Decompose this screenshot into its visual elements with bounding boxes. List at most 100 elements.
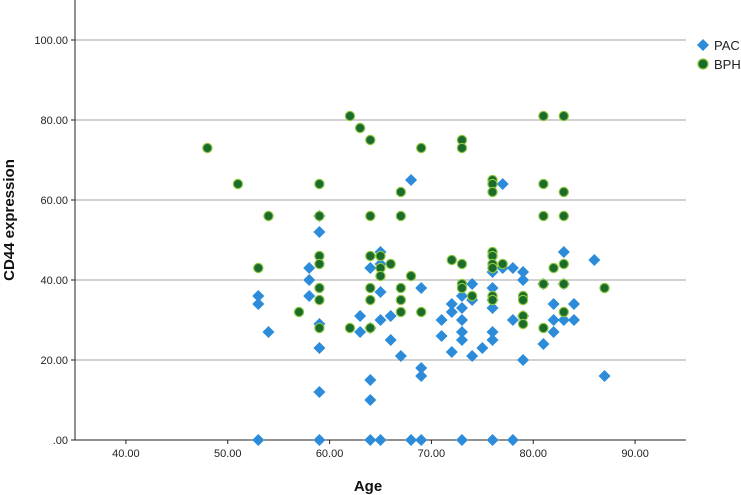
pac-point-58 [506,262,519,274]
bph-point-39 [466,290,478,302]
bph-point-57 [538,278,549,290]
bph-point-31 [416,142,427,154]
pac-point-73 [567,298,580,310]
bph-point-28 [395,294,407,306]
tick-labels: .00 20.00 40.00 60.00 80.00 100.00 40.00 50.00 6… [34,35,649,460]
bph-point-10 [314,294,325,306]
grid-lines [75,39,686,361]
pac-point-8 [313,226,326,238]
bph-point-64 [558,278,570,290]
legend-pac-marker [697,39,709,51]
bph-point-16 [365,210,376,222]
pac-point-15 [364,262,377,274]
legend: PAC BPH [697,38,741,72]
legend-bph-label: BPH [714,57,741,72]
pac-point-14 [354,326,367,338]
pac-point-55 [486,434,499,446]
bph-point-30 [405,270,417,282]
pac-point-52 [486,302,499,314]
bph-point-54 [538,110,549,122]
bph-point-8 [314,258,325,270]
y-tick-label-1: 20.00 [40,355,68,367]
bph-point-58 [538,322,549,334]
pac-point-1 [252,290,265,302]
bph-point-23 [375,270,386,282]
bph-point-25 [395,186,407,198]
pac-point-29 [405,434,418,446]
pac-point-60 [506,434,519,446]
y-tick-label-4: 80.00 [40,115,68,127]
pac-point-53 [486,326,499,338]
y-tick-label-5: 100.00 [34,35,68,47]
data-points [202,110,611,446]
pac-point-66 [537,338,550,350]
bph-point-5 [314,178,325,190]
bph-point-19 [365,294,376,306]
bph-point-3 [263,210,274,222]
pac-point-48 [476,342,489,354]
pac-point-11 [313,386,326,398]
bph-point-2 [253,262,264,274]
bph-point-51 [517,294,529,306]
pac-point-37 [445,306,458,318]
pac-point-40 [455,302,468,314]
pac-point-62 [517,274,530,286]
pac-point-23 [374,314,387,326]
bph-point-35 [456,142,468,154]
pac-point-43 [455,334,468,346]
pac-point-32 [415,370,428,382]
pac-point-45 [466,278,479,290]
pac-point-27 [394,350,407,362]
pac-point-68 [547,314,560,326]
pac-point-18 [364,394,377,406]
bph-point-6 [314,210,325,222]
bph-point-62 [558,210,570,222]
bph-point-27 [395,282,407,294]
pac-point-3 [262,326,275,338]
pac-point-31 [415,362,428,374]
pac-point-70 [557,246,570,258]
bph-point-11 [314,322,325,334]
pac-point-17 [364,374,377,386]
pac-point-69 [547,326,560,338]
pac-point-44 [455,434,468,446]
bph-point-24 [385,258,396,270]
pac-point-50 [486,282,499,294]
x-tick-label-4: 80.00 [519,448,547,460]
pac-point-26 [384,334,397,346]
pac-point-30 [415,282,428,294]
pac-point-75 [588,254,601,266]
y-tick-label-2: 40.00 [40,275,68,287]
bph-point-42 [487,186,498,198]
bph-point-12 [344,110,356,122]
pac-point-19 [364,434,377,446]
x-tick-label-5: 90.00 [621,448,649,460]
bph-point-38 [456,282,468,294]
bph-point-13 [344,322,356,334]
pac-point-10 [313,342,326,354]
pac-point-13 [354,310,367,322]
bph-point-0 [202,142,213,154]
x-tick-label-0: 40.00 [112,448,140,460]
x-tick-label-1: 50.00 [214,448,242,460]
bph-point-4 [293,306,305,318]
pac-point-54 [486,334,499,346]
bph-point-53 [517,318,529,330]
pac-point-4 [303,262,316,274]
y-tick-label-3: 60.00 [40,195,68,207]
bph-point-66 [599,282,610,294]
bph-point-48 [487,294,498,306]
pac-point-47 [466,350,479,362]
bph-point-18 [365,282,376,294]
legend-bph-marker [697,58,709,70]
pac-point-56 [496,178,509,190]
pac-point-28 [405,174,418,186]
pac-point-41 [455,314,468,326]
bph-point-49 [497,258,508,270]
bph-point-61 [558,186,570,198]
pac-point-6 [303,290,316,302]
pac-point-39 [455,290,468,302]
pac-point-38 [445,346,458,358]
bph-point-33 [446,254,457,266]
